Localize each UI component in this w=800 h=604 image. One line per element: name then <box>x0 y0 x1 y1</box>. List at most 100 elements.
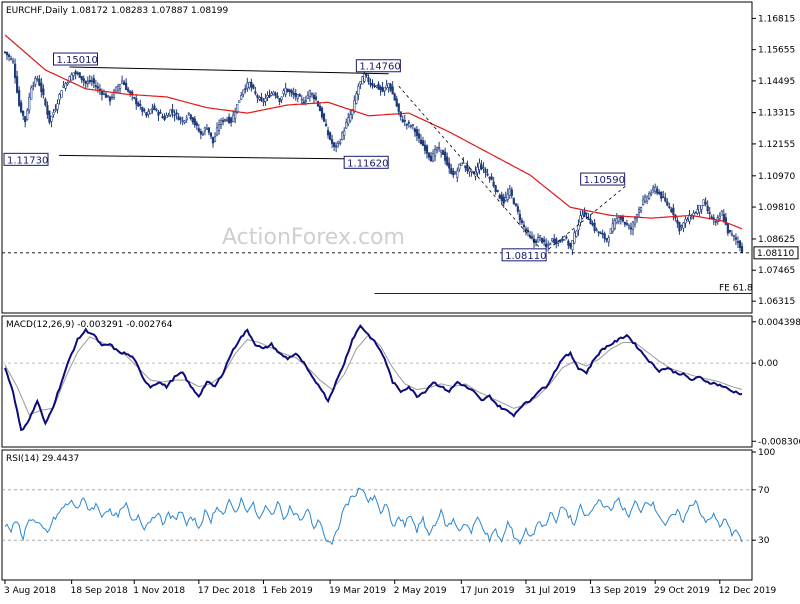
candle <box>660 191 663 202</box>
candle <box>213 132 217 143</box>
candle <box>359 81 362 89</box>
candle-body <box>314 96 318 100</box>
x-tick-label: 31 Jul 2019 <box>525 586 576 596</box>
candle-body <box>217 124 221 131</box>
candle <box>696 204 699 216</box>
x-tick-label: 29 Oct 2019 <box>654 586 710 596</box>
level-label-text: 1.11730 <box>7 155 48 166</box>
candle <box>157 109 160 122</box>
candle-body <box>159 112 162 114</box>
candle <box>482 162 485 173</box>
price-y-tick-label: 1.10970 <box>758 172 795 182</box>
candle <box>668 202 671 210</box>
candle-body <box>282 90 285 95</box>
candle <box>18 86 21 108</box>
candle-body <box>145 112 148 116</box>
candle <box>415 126 419 142</box>
candle <box>413 127 416 137</box>
candle <box>50 115 53 128</box>
candle <box>114 86 118 94</box>
candle-body <box>34 78 37 85</box>
candle <box>92 74 95 89</box>
candle-body <box>549 243 552 246</box>
candle-body <box>664 197 667 202</box>
candle <box>129 90 132 97</box>
candle <box>662 190 665 199</box>
candle-body <box>494 185 497 192</box>
candle <box>268 89 271 99</box>
candle <box>278 97 281 106</box>
candle <box>90 76 93 87</box>
candle <box>292 87 295 100</box>
candle-body <box>234 111 237 119</box>
candle-body <box>276 95 279 98</box>
candle-body <box>40 82 43 93</box>
candle <box>555 237 558 249</box>
candle-body <box>189 114 192 119</box>
candle <box>201 131 204 136</box>
candle-body <box>654 186 657 192</box>
candle-body <box>191 117 194 123</box>
candle-body <box>401 119 404 123</box>
candle-body <box>82 78 85 82</box>
candle-body <box>50 115 53 122</box>
candle-body <box>619 216 622 220</box>
candle <box>730 230 734 237</box>
candle-body <box>466 165 469 172</box>
candle-body <box>518 213 521 221</box>
candle-body <box>215 127 219 136</box>
candle-body <box>454 172 457 175</box>
candle-body <box>106 95 110 97</box>
candle <box>702 199 705 206</box>
candle <box>207 127 211 136</box>
candle-body <box>272 91 275 95</box>
candle <box>296 94 299 103</box>
candle <box>615 213 618 225</box>
candle <box>599 231 602 235</box>
candle <box>66 81 69 86</box>
candle-body <box>24 116 27 123</box>
candle-body <box>155 109 158 111</box>
candle-body <box>595 229 598 231</box>
candle-body <box>563 239 566 241</box>
candle <box>436 146 439 154</box>
candle-body <box>696 209 699 214</box>
candle-body <box>429 155 433 162</box>
candle <box>7 53 11 62</box>
candle <box>417 128 421 143</box>
candle <box>16 70 19 94</box>
candle-body <box>375 85 378 88</box>
candle-body <box>266 94 269 98</box>
candle-body <box>42 88 45 96</box>
candle <box>167 112 170 117</box>
candle <box>58 92 61 105</box>
candle-body <box>559 240 562 242</box>
level-label-box <box>580 172 626 186</box>
candle <box>94 79 97 90</box>
candle-body <box>84 80 87 84</box>
candle-body <box>116 85 120 91</box>
candle <box>331 134 334 149</box>
candle-body <box>597 231 600 233</box>
candle-body <box>490 176 493 181</box>
candle <box>367 74 370 85</box>
candle-body <box>219 119 223 125</box>
candle <box>248 81 251 90</box>
candle-body <box>438 147 441 149</box>
candle <box>298 92 301 97</box>
candle-body <box>108 96 112 102</box>
candle <box>22 110 25 121</box>
candle <box>36 75 39 82</box>
candle-body <box>577 224 580 231</box>
candle-body <box>345 122 348 129</box>
candle <box>488 176 491 183</box>
candle <box>153 103 156 111</box>
candle-body <box>322 113 326 122</box>
candle-body <box>415 129 419 136</box>
candle <box>52 108 55 118</box>
candle-body <box>205 128 209 130</box>
candle <box>333 142 336 151</box>
candle-body <box>734 237 738 240</box>
candle <box>738 239 742 252</box>
price-y-tick-label: 1.08625 <box>758 235 795 245</box>
